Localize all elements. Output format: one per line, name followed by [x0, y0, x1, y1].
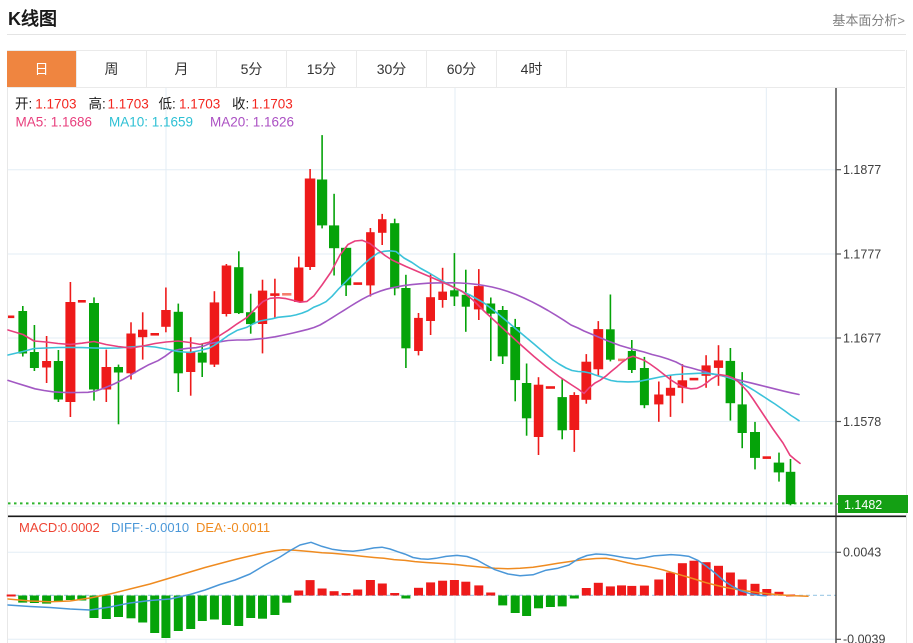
- svg-text:1.1677: 1.1677: [843, 331, 881, 345]
- svg-text:-0.0011: -0.0011: [227, 520, 270, 535]
- svg-text:MACD:: MACD:: [19, 520, 61, 535]
- svg-text:MA20: 1.1626: MA20: 1.1626: [210, 114, 294, 129]
- svg-text:高:: 高:: [89, 95, 106, 111]
- svg-text:DIFF:: DIFF:: [111, 520, 144, 535]
- svg-text:MA5: 1.1686: MA5: 1.1686: [16, 114, 93, 129]
- svg-text:1.1703: 1.1703: [252, 96, 293, 111]
- svg-text:低:: 低:: [159, 96, 176, 111]
- svg-text:1.1703: 1.1703: [179, 96, 220, 111]
- svg-text:收:: 收:: [232, 96, 249, 111]
- svg-text:1.1877: 1.1877: [843, 163, 881, 177]
- svg-text:1.1482: 1.1482: [844, 498, 882, 512]
- svg-text:DEA:: DEA:: [196, 520, 226, 535]
- svg-text:1.1777: 1.1777: [843, 247, 881, 261]
- svg-text:-0.0039: -0.0039: [843, 633, 885, 643]
- svg-text:0.0043: 0.0043: [843, 546, 881, 560]
- svg-text:0.0002: 0.0002: [60, 520, 100, 535]
- svg-text:-0.0010: -0.0010: [145, 520, 189, 535]
- svg-text:MA10: 1.1659: MA10: 1.1659: [109, 114, 193, 129]
- svg-text:1.1578: 1.1578: [843, 415, 881, 429]
- svg-text:开:: 开:: [15, 96, 32, 111]
- svg-text:1.1703: 1.1703: [35, 96, 76, 111]
- svg-text:1.1703: 1.1703: [108, 96, 149, 111]
